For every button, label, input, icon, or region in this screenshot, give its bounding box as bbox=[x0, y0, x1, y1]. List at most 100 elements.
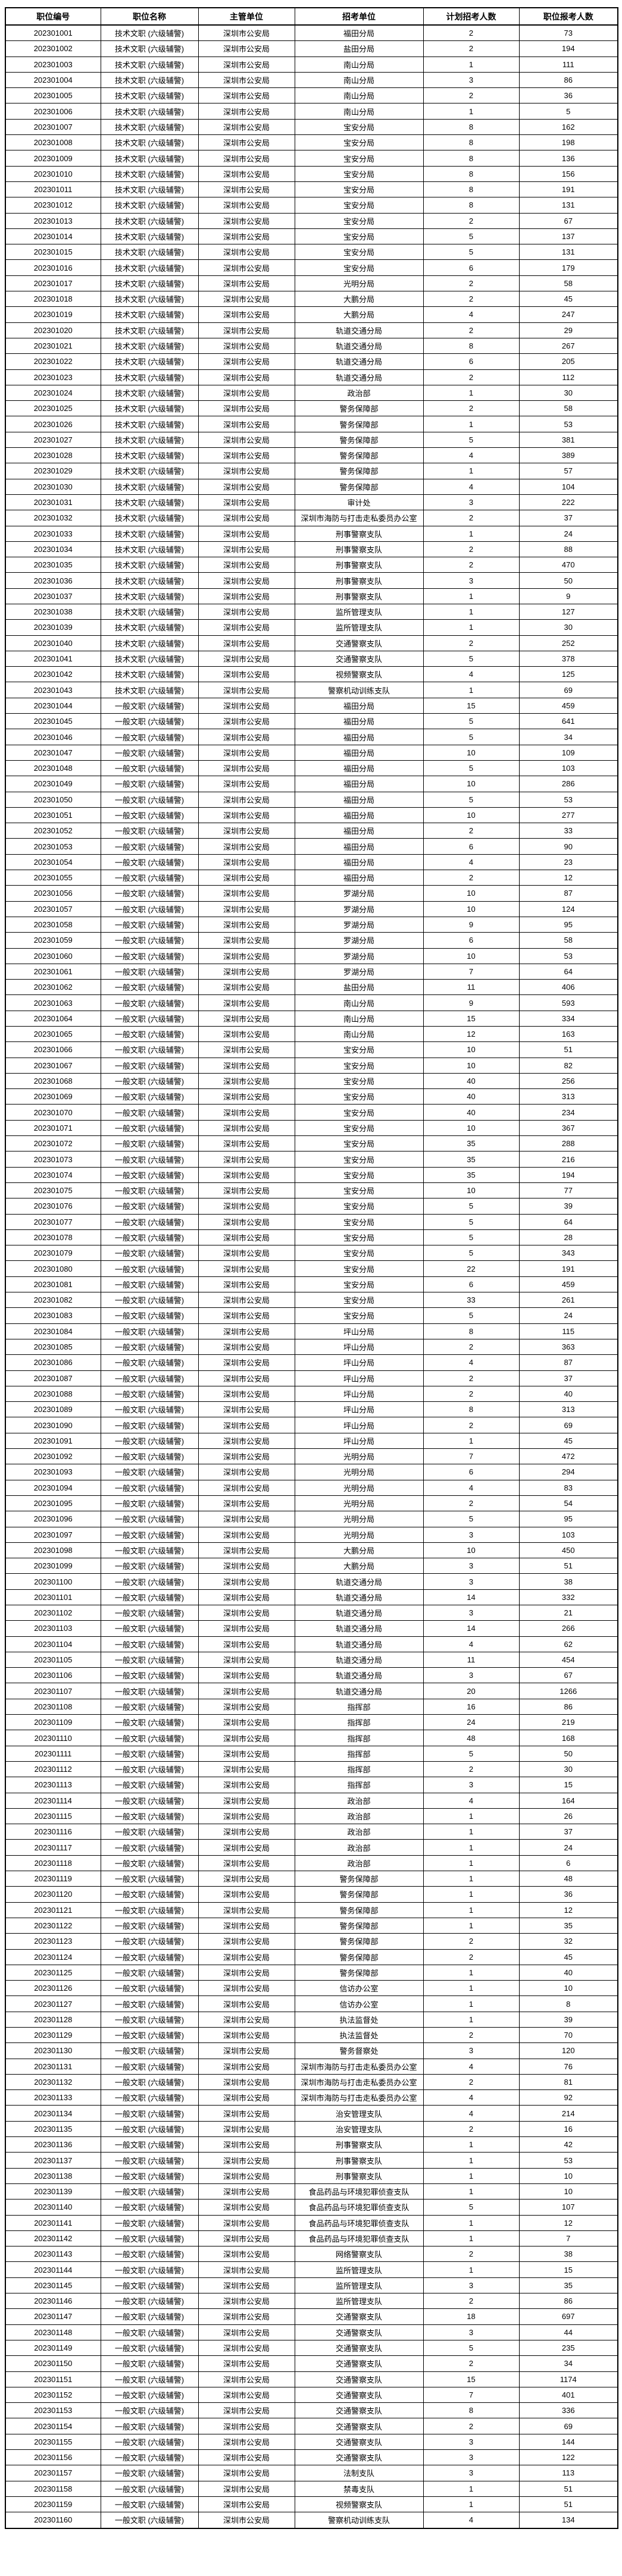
cell-applicant-count: 48 bbox=[518, 1871, 618, 1887]
cell-supervising-unit: 深圳市公安局 bbox=[198, 118, 295, 136]
cell-position-id: 202301026 bbox=[5, 416, 101, 432]
cell-position-id: 202301053 bbox=[5, 838, 101, 855]
cell-applicant-count: 35 bbox=[518, 1917, 618, 1934]
cell-planned-count: 2 bbox=[423, 1949, 520, 1965]
cell-position-id: 202301045 bbox=[5, 713, 101, 730]
cell-position-id: 202301083 bbox=[5, 1307, 101, 1324]
cell-position-name: 一般文职 (六级辅警) bbox=[100, 2167, 199, 2184]
cell-applicant-count: 39 bbox=[518, 2011, 618, 2028]
cell-recruiting-unit: 轨道交通分局 bbox=[294, 1620, 424, 1637]
table-row: 202301087 一般文职 (六级辅警) 深圳市公安局 坪山分局 2 37 bbox=[5, 1370, 618, 1386]
header-row: 职位编号 职位名称 主管单位 招考单位 计划招考人数 职位报考人数 bbox=[5, 7, 618, 26]
cell-applicant-count: 10 bbox=[518, 2167, 618, 2184]
cell-applicant-count: 294 bbox=[518, 1464, 618, 1480]
cell-supervising-unit: 深圳市公安局 bbox=[198, 306, 295, 323]
cell-position-id: 202301144 bbox=[5, 2261, 101, 2278]
cell-applicant-count: 29 bbox=[518, 322, 618, 338]
cell-planned-count: 7 bbox=[423, 2386, 520, 2404]
cell-supervising-unit: 深圳市公安局 bbox=[198, 1354, 295, 1371]
cell-position-name: 一般文职 (六级辅警) bbox=[100, 1714, 199, 1731]
table-row: 202301125 一般文职 (六级辅警) 深圳市公安局 警务保障部 1 40 bbox=[5, 1964, 618, 1981]
table-row: 202301092 一般文职 (六级辅警) 深圳市公安局 光明分局 7 472 bbox=[5, 1448, 618, 1465]
cell-supervising-unit: 深圳市公安局 bbox=[198, 2355, 295, 2372]
table-row: 202301078 一般文职 (六级辅警) 深圳市公安局 宝安分局 5 28 bbox=[5, 1229, 618, 1246]
cell-position-name: 一般文职 (六级辅警) bbox=[100, 2402, 199, 2419]
cell-position-id: 202301111 bbox=[5, 1745, 101, 1762]
cell-position-name: 一般文职 (六级辅警) bbox=[100, 1886, 199, 1903]
cell-position-name: 一般文职 (六级辅警) bbox=[100, 2324, 199, 2340]
cell-supervising-unit: 深圳市公安局 bbox=[198, 134, 295, 151]
cell-supervising-unit: 深圳市公安局 bbox=[198, 1683, 295, 1699]
cell-supervising-unit: 深圳市公安局 bbox=[198, 1119, 295, 1137]
cell-position-id: 202301074 bbox=[5, 1166, 101, 1183]
cell-applicant-count: 26 bbox=[518, 1808, 618, 1825]
cell-recruiting-unit: 警察机动训练支队 bbox=[294, 682, 424, 698]
cell-position-name: 一般文职 (六级辅警) bbox=[100, 1995, 199, 2012]
cell-supervising-unit: 深圳市公安局 bbox=[198, 885, 295, 902]
table-row: 202301012 技术文职 (六级辅警) 深圳市公安局 宝安分局 8 131 bbox=[5, 197, 618, 214]
cell-recruiting-unit: 福田分局 bbox=[294, 760, 424, 777]
cell-position-name: 一般文职 (六级辅警) bbox=[100, 1730, 199, 1746]
cell-applicant-count: 219 bbox=[518, 1714, 618, 1731]
cell-position-name: 一般文职 (六级辅警) bbox=[100, 2496, 199, 2513]
table-row: 202301157 一般文职 (六级辅警) 深圳市公安局 法制支队 3 113 bbox=[5, 2465, 618, 2481]
cell-recruiting-unit: 警务督察处 bbox=[294, 2042, 424, 2059]
cell-supervising-unit: 深圳市公安局 bbox=[198, 1292, 295, 1309]
cell-planned-count: 1 bbox=[423, 1824, 520, 1840]
cell-supervising-unit: 深圳市公安局 bbox=[198, 2058, 295, 2075]
cell-planned-count: 2 bbox=[423, 87, 520, 104]
cell-position-name: 一般文职 (六级辅警) bbox=[100, 1401, 199, 1418]
cell-position-id: 202301160 bbox=[5, 2512, 101, 2528]
cell-position-name: 一般文职 (六级辅警) bbox=[100, 2089, 199, 2106]
cell-planned-count: 2 bbox=[423, 1761, 520, 1778]
cell-planned-count: 1 bbox=[423, 1886, 520, 1903]
table-row: 202301048 一般文职 (六级辅警) 深圳市公安局 福田分局 5 103 bbox=[5, 760, 618, 777]
cell-position-name: 技术文职 (六级辅警) bbox=[100, 572, 199, 589]
cell-supervising-unit: 深圳市公安局 bbox=[198, 1260, 295, 1277]
cell-planned-count: 3 bbox=[423, 2324, 520, 2340]
cell-supervising-unit: 深圳市公安局 bbox=[198, 2073, 295, 2091]
cell-recruiting-unit: 宝安分局 bbox=[294, 1057, 424, 1074]
cell-recruiting-unit: 指挥部 bbox=[294, 1730, 424, 1746]
cell-recruiting-unit: 宝安分局 bbox=[294, 1245, 424, 1262]
table-row: 202301115 一般文职 (六级辅警) 深圳市公安局 政治部 1 26 bbox=[5, 1808, 618, 1825]
cell-position-name: 一般文职 (六级辅警) bbox=[100, 1604, 199, 1621]
cell-planned-count: 3 bbox=[423, 1558, 520, 1574]
cell-planned-count: 3 bbox=[423, 2465, 520, 2481]
cell-recruiting-unit: 深圳市海防与打击走私委员办公室 bbox=[294, 510, 424, 526]
cell-applicant-count: 12 bbox=[518, 870, 618, 886]
cell-recruiting-unit: 交通警察支队 bbox=[294, 2386, 424, 2404]
cell-position-id: 202301158 bbox=[5, 2480, 101, 2497]
table-row: 202301151 一般文职 (六级辅警) 深圳市公安局 交通警察支队 15 1174 bbox=[5, 2371, 618, 2387]
cell-recruiting-unit: 深圳市海防与打击走私委员办公室 bbox=[294, 2089, 424, 2106]
cell-recruiting-unit: 南山分局 bbox=[294, 994, 424, 1011]
cell-applicant-count: 69 bbox=[518, 682, 618, 698]
cell-position-name: 一般文职 (六级辅警) bbox=[100, 1495, 199, 1512]
cell-recruiting-unit: 轨道交通分局 bbox=[294, 1604, 424, 1621]
cell-position-id: 202301113 bbox=[5, 1777, 101, 1793]
cell-supervising-unit: 深圳市公安局 bbox=[198, 1839, 295, 1856]
table-row: 202301072 一般文职 (六级辅警) 深圳市公安局 宝安分局 35 288 bbox=[5, 1135, 618, 1152]
cell-supervising-unit: 深圳市公安局 bbox=[198, 2199, 295, 2216]
cell-position-id: 202301018 bbox=[5, 291, 101, 308]
cell-applicant-count: 288 bbox=[518, 1135, 618, 1152]
table-row: 202301051 一般文职 (六级辅警) 深圳市公安局 福田分局 10 277 bbox=[5, 807, 618, 824]
cell-position-name: 技术文职 (六级辅警) bbox=[100, 56, 199, 73]
cell-applicant-count: 58 bbox=[518, 932, 618, 949]
cell-applicant-count: 50 bbox=[518, 572, 618, 589]
cell-position-name: 技术文职 (六级辅警) bbox=[100, 197, 199, 214]
table-row: 202301107 一般文职 (六级辅警) 深圳市公安局 轨道交通分局 20 1266 bbox=[5, 1683, 618, 1699]
cell-planned-count: 24 bbox=[423, 1714, 520, 1731]
cell-supervising-unit: 深圳市公安局 bbox=[198, 1245, 295, 1262]
cell-position-id: 202301043 bbox=[5, 682, 101, 698]
cell-applicant-count: 51 bbox=[518, 1041, 618, 1058]
cell-applicant-count: 191 bbox=[518, 1260, 618, 1277]
cell-position-name: 技术文职 (六级辅警) bbox=[100, 603, 199, 620]
cell-recruiting-unit: 刑事警察支队 bbox=[294, 2152, 424, 2169]
cell-applicant-count: 164 bbox=[518, 1792, 618, 1809]
cell-position-id: 202301096 bbox=[5, 1511, 101, 1527]
cell-planned-count: 7 bbox=[423, 1448, 520, 1465]
cell-supervising-unit: 深圳市公安局 bbox=[198, 2386, 295, 2404]
cell-recruiting-unit: 指挥部 bbox=[294, 1761, 424, 1778]
cell-planned-count: 40 bbox=[423, 1104, 520, 1121]
